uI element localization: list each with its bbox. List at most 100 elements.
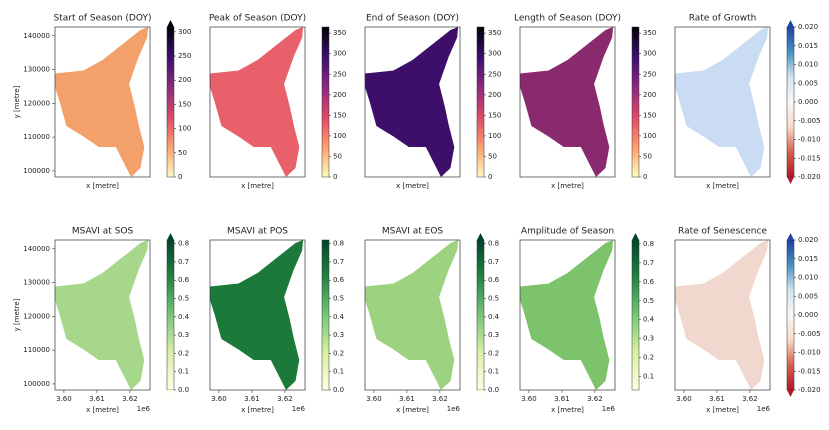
colorbar-tick-label: 0.4	[178, 313, 190, 321]
colorbar-tick-label: 0.3	[333, 331, 344, 339]
x-tick-label: 3.62	[742, 395, 758, 403]
colorbar-tick-label: 0.3	[178, 331, 189, 339]
x-axis-label: x [metre]	[706, 182, 739, 190]
panel-title: Start of Season (DOY)	[54, 14, 152, 24]
colorbar-tick-label: 0	[488, 173, 492, 181]
colorbar-tick-label: 0.8	[178, 240, 189, 248]
colorbar-tick-label: 0.2	[488, 349, 499, 357]
colorbar-tick-label: 0.010	[798, 61, 818, 69]
axes-frame	[519, 239, 616, 391]
colorbar-tick-label: 0	[178, 173, 182, 181]
colorbar-tick-label: 350	[488, 29, 501, 37]
colorbar-tick-label: -0.020	[798, 173, 821, 181]
axes-frame	[209, 239, 306, 391]
axes-frame	[364, 239, 461, 391]
colorbar-tick-label: 0.020	[798, 23, 818, 31]
colorbar-extend-min	[477, 390, 484, 397]
colorbar-tick-label: 250	[178, 52, 191, 60]
colorbar-tick-label: 50	[333, 152, 342, 160]
x-tick-label: 3.61	[89, 395, 105, 403]
map-area	[520, 27, 614, 177]
colorbar-tick-label: 0.2	[178, 349, 189, 357]
map-area	[675, 27, 769, 177]
y-tick-label: 130000	[23, 66, 50, 74]
colorbar-tick-label: 0.2	[333, 349, 344, 357]
colorbar-tick-label: 100	[178, 125, 191, 133]
axes-frame	[54, 26, 151, 178]
colorbar-extend-max	[167, 20, 174, 27]
x-offset-label: 1e6	[602, 405, 616, 413]
x-tick-label: 3.61	[709, 395, 725, 403]
colorbar-tick-label: 0.7	[333, 258, 344, 266]
colorbar-tick-label: 150	[333, 111, 346, 119]
colorbar	[166, 26, 175, 178]
colorbar-tick-label: 300	[178, 28, 191, 36]
colorbar-tick-label: 300	[333, 50, 346, 58]
y-tick-label: 100000	[23, 167, 50, 175]
colorbar-tick-label: 0.005	[798, 292, 818, 300]
colorbar-tick-label: 0.7	[643, 259, 654, 267]
colorbar-tick-label: 0.015	[798, 255, 818, 263]
x-tick-label: 3.60	[211, 395, 227, 403]
colorbar-extend-min	[167, 390, 174, 397]
x-tick-label: 3.60	[676, 395, 692, 403]
y-axis-label: y [metre]	[13, 85, 21, 118]
colorbar	[321, 239, 330, 391]
axes-frame	[54, 239, 151, 391]
colorbar-tick-label: 0.015	[798, 42, 818, 50]
x-tick-label: 3.62	[587, 395, 603, 403]
colorbar-tick-label: -0.015	[798, 154, 821, 162]
colorbar-extend-max	[787, 233, 794, 240]
colorbar-tick-label: 0.6	[643, 278, 655, 286]
colorbar-tick-label: 150	[643, 111, 656, 119]
colorbar-tick-label: 0.3	[488, 331, 499, 339]
colorbar-tick-label: -0.010	[798, 136, 821, 144]
map-area	[210, 27, 304, 177]
colorbar-tick-label: 150	[488, 111, 501, 119]
colorbar-tick-label: 50	[488, 152, 497, 160]
colorbar-tick-label: -0.020	[798, 386, 821, 394]
colorbar-tick-label: -0.010	[798, 349, 821, 357]
y-tick-label: 120000	[23, 312, 50, 320]
colorbar	[786, 239, 795, 391]
colorbar-tick-label: 0.000	[798, 98, 818, 106]
colorbar-tick-label: 0.7	[488, 258, 499, 266]
colorbar-tick-label: 0.6	[178, 276, 190, 284]
panel-title: End of Season (DOY)	[366, 14, 459, 24]
colorbar-tick-label: 0.7	[178, 258, 189, 266]
x-tick-label: 3.62	[122, 395, 138, 403]
y-tick-label: 100000	[23, 380, 50, 388]
y-tick-label: 110000	[23, 346, 50, 354]
colorbar	[476, 26, 485, 178]
colorbar-tick-label: 200	[333, 91, 346, 99]
colorbar-tick-label: 0.005	[798, 79, 818, 87]
colorbar-extend-min	[787, 390, 794, 397]
axes-frame	[674, 26, 771, 178]
x-tick-label: 3.60	[521, 395, 537, 403]
colorbar-tick-label: 250	[488, 70, 501, 78]
colorbar-tick-label: 0.5	[643, 297, 654, 305]
colorbar-tick-label: 100	[643, 132, 656, 140]
colorbar-extend-max	[477, 233, 484, 240]
x-tick-label: 3.62	[277, 395, 293, 403]
x-tick-label: 3.62	[432, 395, 448, 403]
map-area	[675, 240, 769, 390]
panel-title: Length of Season (DOY)	[514, 14, 621, 24]
x-tick-label: 3.61	[244, 395, 260, 403]
colorbar-tick-label: 350	[643, 29, 656, 37]
colorbar-extend-max	[167, 233, 174, 240]
colorbar-tick-label: 200	[643, 91, 656, 99]
colorbar-tick-label: 0.000	[798, 311, 818, 319]
axes-frame	[519, 26, 616, 178]
y-axis-label: y [metre]	[13, 298, 21, 331]
colorbar-tick-label: 0.1	[333, 368, 344, 376]
map-area	[55, 27, 149, 177]
colorbar-tick-label: 0.4	[488, 313, 500, 321]
colorbar	[631, 239, 640, 391]
colorbar-tick-label: -0.015	[798, 367, 821, 375]
colorbar-tick-label: 200	[178, 76, 191, 84]
colorbar-tick-label: 0.0	[488, 386, 499, 394]
colorbar-tick-label: 0.4	[643, 316, 655, 324]
x-axis-label: x [metre]	[396, 406, 429, 414]
